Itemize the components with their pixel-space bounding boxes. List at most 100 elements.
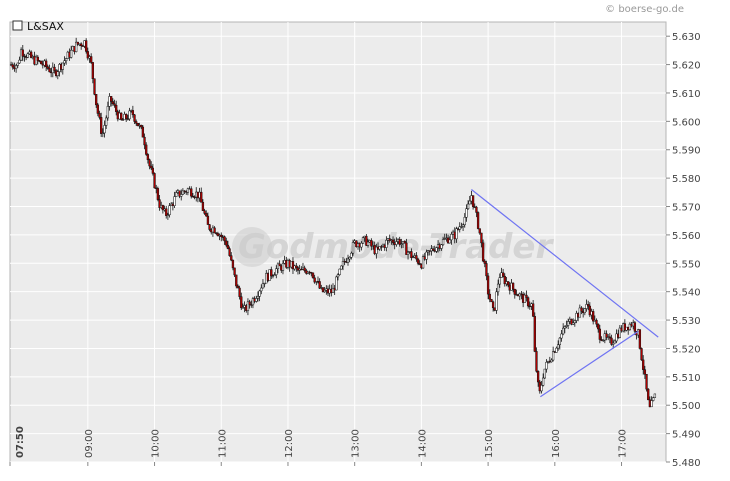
candle-body	[498, 277, 501, 285]
candle-body	[206, 215, 210, 225]
candle-body	[281, 263, 285, 271]
candle-body	[543, 368, 546, 379]
candle-body	[406, 251, 410, 255]
candle-body	[475, 206, 478, 213]
candle-body	[216, 233, 220, 237]
candle-body	[455, 228, 458, 240]
candle-body	[270, 269, 273, 277]
candle-body	[161, 205, 165, 211]
candle-body	[191, 195, 195, 198]
candle-body	[208, 224, 211, 230]
candle-body	[338, 268, 341, 275]
plot-area	[9, 21, 667, 463]
legend: L&SAX	[12, 20, 64, 33]
candle-body	[145, 144, 148, 155]
candle-body	[628, 323, 632, 331]
candle-body	[291, 261, 295, 270]
candle-body	[106, 106, 109, 119]
candle-body	[231, 259, 235, 269]
candle-body	[550, 359, 553, 363]
candlesticks	[9, 37, 657, 408]
y-tick-label: 5.540	[672, 288, 701, 299]
candle-body	[415, 255, 418, 260]
candle-body	[506, 281, 510, 286]
candle-body	[612, 342, 615, 345]
candle-body	[416, 258, 420, 264]
candle-body	[351, 242, 355, 254]
candle-body	[410, 251, 413, 258]
candle-body	[398, 239, 401, 245]
candle-body	[405, 242, 408, 255]
candle-body	[633, 322, 637, 332]
candle-body	[91, 62, 94, 80]
candle-body	[225, 240, 228, 246]
candle-body	[640, 348, 643, 361]
candle-body	[560, 333, 563, 339]
candle-body	[136, 123, 140, 127]
candle-body	[246, 301, 250, 311]
candle-body	[468, 200, 471, 205]
candle-body	[236, 285, 240, 289]
candle-body	[241, 307, 245, 309]
y-tick-label: 5.620	[672, 61, 701, 72]
candle-body	[618, 327, 622, 338]
candle-body	[336, 274, 340, 278]
candle-body	[496, 283, 500, 293]
trendline	[540, 330, 639, 398]
candle-body	[350, 252, 353, 258]
candle-body	[113, 103, 116, 106]
candle-body	[395, 241, 398, 245]
candle-body	[605, 333, 608, 338]
y-tick-label: 5.550	[672, 259, 701, 270]
candle-body	[183, 190, 186, 192]
candle-body	[642, 359, 645, 370]
candle-body	[580, 307, 583, 312]
candle-body	[186, 188, 190, 193]
x-tick-label: 10:00	[151, 429, 162, 458]
candle-body	[583, 308, 586, 314]
candle-body	[348, 257, 351, 260]
x-tick-label: 15:00	[484, 429, 495, 458]
candle-body	[165, 208, 168, 216]
candle-body	[233, 267, 236, 276]
candle-body	[483, 260, 486, 264]
candle-body	[295, 265, 298, 268]
candle-body	[261, 283, 265, 289]
candle-body	[458, 226, 461, 230]
x-tick-label: 14:00	[417, 429, 428, 458]
candle-body	[421, 256, 425, 269]
candle-body	[597, 323, 600, 330]
candle-body	[563, 326, 566, 329]
candle-body	[608, 336, 612, 339]
candle-body	[461, 224, 465, 227]
legend-label: L&SAX	[27, 20, 64, 33]
candle-body	[143, 136, 146, 146]
candle-body	[256, 296, 260, 299]
candle-body	[39, 60, 43, 65]
candle-body	[44, 60, 48, 68]
candle-body	[650, 400, 653, 408]
candle-body	[48, 68, 51, 73]
candle-body	[263, 282, 266, 285]
watermark: Godmode-Trader	[232, 227, 554, 267]
candle-body	[536, 371, 540, 383]
candle-body	[535, 351, 538, 372]
candle-body	[647, 388, 650, 401]
candle-body	[115, 104, 118, 112]
x-tick-label: 11:00	[217, 429, 228, 458]
y-tick-label: 5.480	[672, 458, 701, 469]
candle-body	[173, 196, 176, 206]
candle-body	[111, 101, 114, 105]
candle-body	[578, 307, 581, 318]
candle-body	[203, 210, 206, 214]
candle-body	[466, 203, 470, 209]
candle-body	[230, 255, 233, 261]
candle-body	[205, 213, 208, 217]
candle-body	[380, 246, 383, 248]
candle-body	[85, 40, 88, 52]
candle-body	[95, 94, 98, 106]
candle-body	[501, 272, 505, 277]
candle-body	[485, 263, 488, 277]
candle-body	[346, 258, 350, 263]
candle-body	[248, 301, 251, 305]
